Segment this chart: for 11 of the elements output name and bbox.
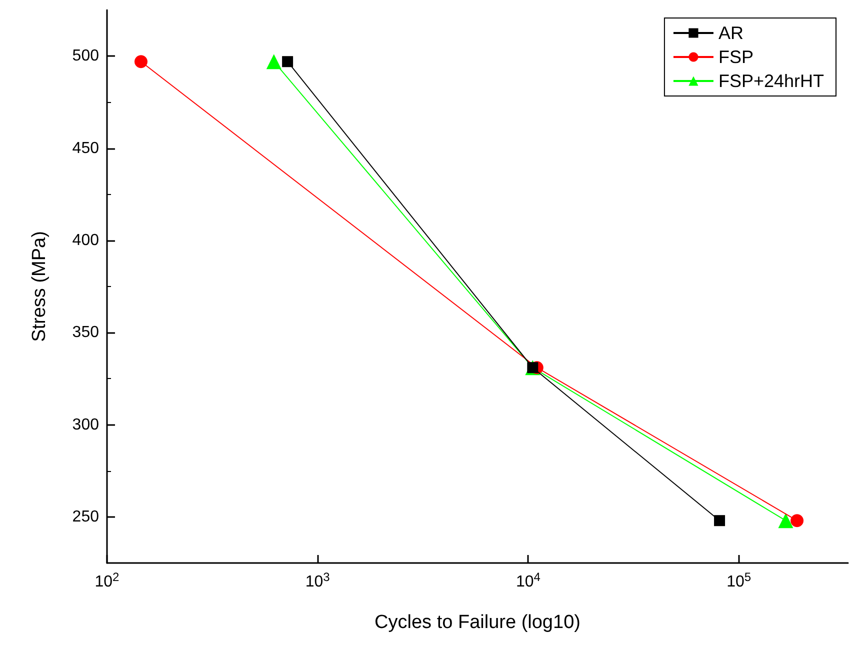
legend-label: FSP bbox=[718, 47, 754, 67]
y-tick-label: 350 bbox=[72, 324, 100, 342]
y-axis-title: Stress (MPa) bbox=[29, 231, 50, 342]
y-tick-label: 300 bbox=[72, 416, 100, 434]
x-axis-title: Cycles to Failure (log10) bbox=[374, 612, 580, 633]
y-tick-label: 400 bbox=[72, 232, 100, 249]
y-tick-label: 450 bbox=[72, 140, 100, 157]
legend-label: AR bbox=[718, 23, 744, 43]
y-tick-label: 500 bbox=[72, 48, 100, 65]
legend-label: FSP+24hrHT bbox=[718, 71, 824, 91]
y-tick-label: 250 bbox=[72, 508, 100, 526]
